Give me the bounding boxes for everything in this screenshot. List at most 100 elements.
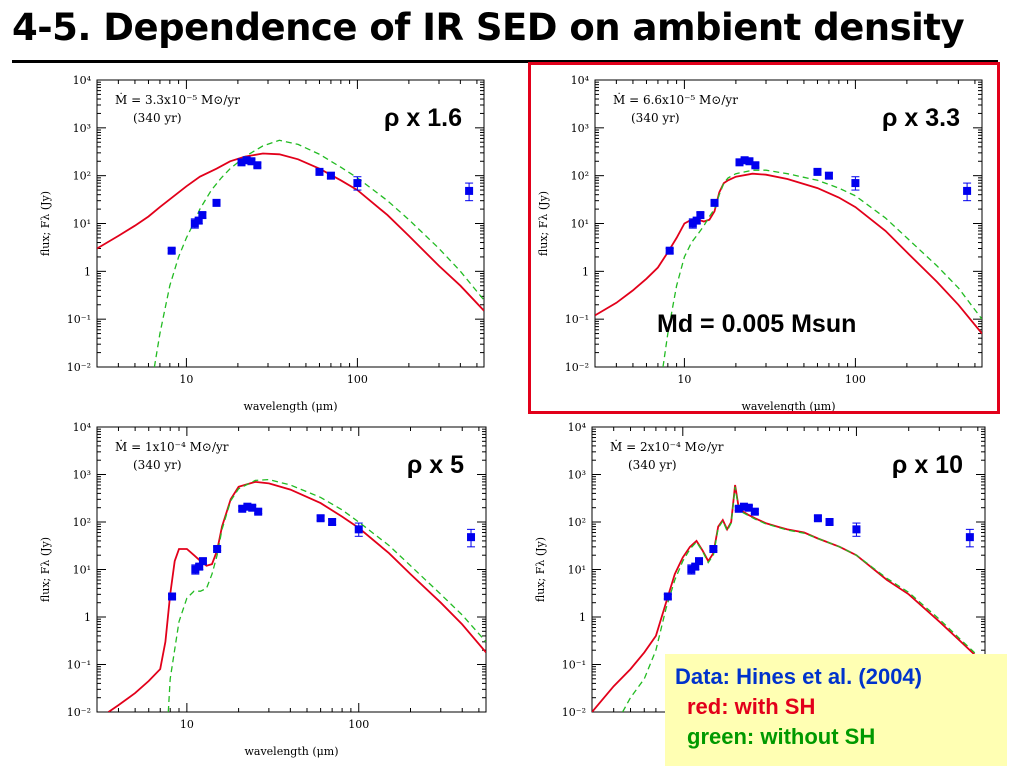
x-tick-label: 10	[180, 718, 194, 731]
y-tick-label: 10⁻¹	[67, 659, 91, 672]
data-point	[353, 179, 362, 188]
model-line-with-sh	[107, 480, 486, 712]
data-point	[710, 198, 719, 207]
y-tick-label: 10¹	[73, 218, 91, 231]
y-tick-label: 10⁻²	[67, 706, 91, 719]
data-point	[195, 562, 204, 571]
y-tick-label: 10⁴	[73, 421, 92, 434]
data-point	[213, 545, 222, 554]
data-point	[750, 507, 759, 516]
data-point	[248, 503, 257, 512]
age-annotation: (340 yr)	[628, 458, 677, 472]
x-tick-label: 100	[347, 373, 368, 386]
data-point	[825, 518, 834, 526]
data-point	[692, 216, 701, 225]
age-annotation: (340 yr)	[133, 111, 182, 125]
model-line-without-sh	[153, 139, 484, 367]
data-point	[194, 216, 203, 225]
data-point	[735, 158, 744, 167]
x-axis-label: wavelength (μm)	[741, 400, 835, 413]
data-point	[253, 161, 262, 170]
y-tick-label: 10⁻²	[67, 361, 91, 374]
data-point	[238, 504, 247, 513]
y-axis-label: flux; Fλ (Jy)	[39, 537, 52, 602]
density-label: ρ x 3.3	[882, 104, 960, 132]
age-annotation: (340 yr)	[133, 458, 182, 472]
data-point	[242, 156, 251, 165]
y-tick-label: 10²	[568, 516, 586, 529]
y-tick-label: 1	[579, 611, 586, 624]
y-tick-label: 10³	[568, 469, 586, 482]
age-annotation: (340 yr)	[631, 111, 680, 125]
data-point	[243, 502, 252, 511]
data-point	[198, 557, 207, 566]
data-point	[709, 545, 718, 554]
data-point	[354, 525, 363, 534]
density-label: ρ x 1.6	[384, 104, 462, 132]
chart-panel-3: 10⁻² 10⁻¹ 1 10¹ 10² 10³ 10⁴ 10 100 wavelength (μm…	[39, 421, 487, 758]
data-point	[212, 198, 221, 207]
model-line-without-sh	[167, 478, 486, 712]
series-group	[107, 478, 486, 712]
series-group	[97, 139, 484, 367]
chart-panel-1: 10⁻² 10⁻¹ 1 10¹ 10² 10³ 10⁴ 10 100 wavelength (μm…	[39, 74, 485, 413]
data-point	[167, 246, 176, 255]
y-tick-label: 10⁴	[73, 74, 92, 87]
x-tick-label: 10	[179, 373, 193, 386]
y-tick-label: 10⁻²	[562, 706, 586, 719]
mdot-annotation: Ṁ = 3.3x10⁻⁵ M⊙/yr	[115, 92, 240, 107]
y-axis-label: flux; Fλ (Jy)	[537, 191, 550, 256]
y-tick-label: 1	[84, 611, 91, 624]
y-tick-label: 1	[582, 265, 589, 278]
y-tick-label: 10⁻¹	[67, 313, 91, 326]
legend-data-source: Data: Hines et al. (2004)	[675, 664, 922, 689]
y-tick-label: 10¹	[568, 564, 586, 577]
mdot-annotation: Ṁ = 1x10⁻⁴ M⊙/yr	[115, 439, 229, 454]
data-point	[663, 592, 672, 601]
chart-panel-2: 10⁻² 10⁻¹ 1 10¹ 10² 10³ 10⁴ 10 100 wavelength (μm…	[537, 74, 983, 413]
data-point	[328, 518, 337, 526]
data-point	[824, 171, 833, 180]
model-line-without-sh	[622, 486, 985, 712]
data-point	[198, 211, 207, 220]
y-axis-label: flux; Fλ (Jy)	[534, 537, 547, 602]
y-tick-label: 10²	[73, 516, 91, 529]
mdot-annotation: Ṁ = 6.6x10⁻⁵ M⊙/yr	[613, 92, 738, 107]
series-group	[592, 484, 985, 712]
y-tick-label: 10¹	[571, 218, 589, 231]
data-point	[326, 171, 335, 180]
x-axis-label: wavelength (μm)	[244, 745, 338, 758]
title-underline	[12, 60, 998, 63]
data-point	[963, 186, 972, 195]
x-tick-label: 10	[677, 373, 691, 386]
y-tick-label: 10³	[571, 122, 589, 135]
data-point	[739, 502, 748, 511]
data-point	[813, 167, 822, 176]
data-point	[465, 186, 474, 195]
data-point	[467, 533, 476, 542]
data-point	[316, 514, 325, 523]
data-point	[315, 167, 324, 176]
data-point	[751, 161, 760, 170]
y-tick-label: 10²	[571, 170, 589, 183]
model-line-without-sh	[662, 169, 982, 367]
data-point	[744, 503, 753, 512]
density-label: ρ x 5	[407, 451, 464, 479]
data-point	[695, 557, 704, 566]
y-axis-label: flux; Fλ (Jy)	[39, 191, 52, 256]
data-point	[745, 157, 754, 166]
data-point	[851, 179, 860, 188]
x-tick-label: 100	[845, 373, 866, 386]
y-tick-label: 10¹	[73, 564, 91, 577]
highlight-box	[528, 62, 1000, 414]
y-tick-label: 10³	[73, 469, 91, 482]
y-tick-label: 1	[84, 265, 91, 278]
data-point	[734, 504, 743, 513]
legend-red-line: red: with SH	[687, 694, 816, 719]
y-tick-label: 10³	[73, 122, 91, 135]
data-point	[691, 562, 700, 571]
x-tick-label: 100	[348, 718, 369, 731]
disk-mass-label: Md = 0.005 Msun	[657, 310, 856, 338]
legend-green-line: green: without SH	[687, 724, 876, 749]
